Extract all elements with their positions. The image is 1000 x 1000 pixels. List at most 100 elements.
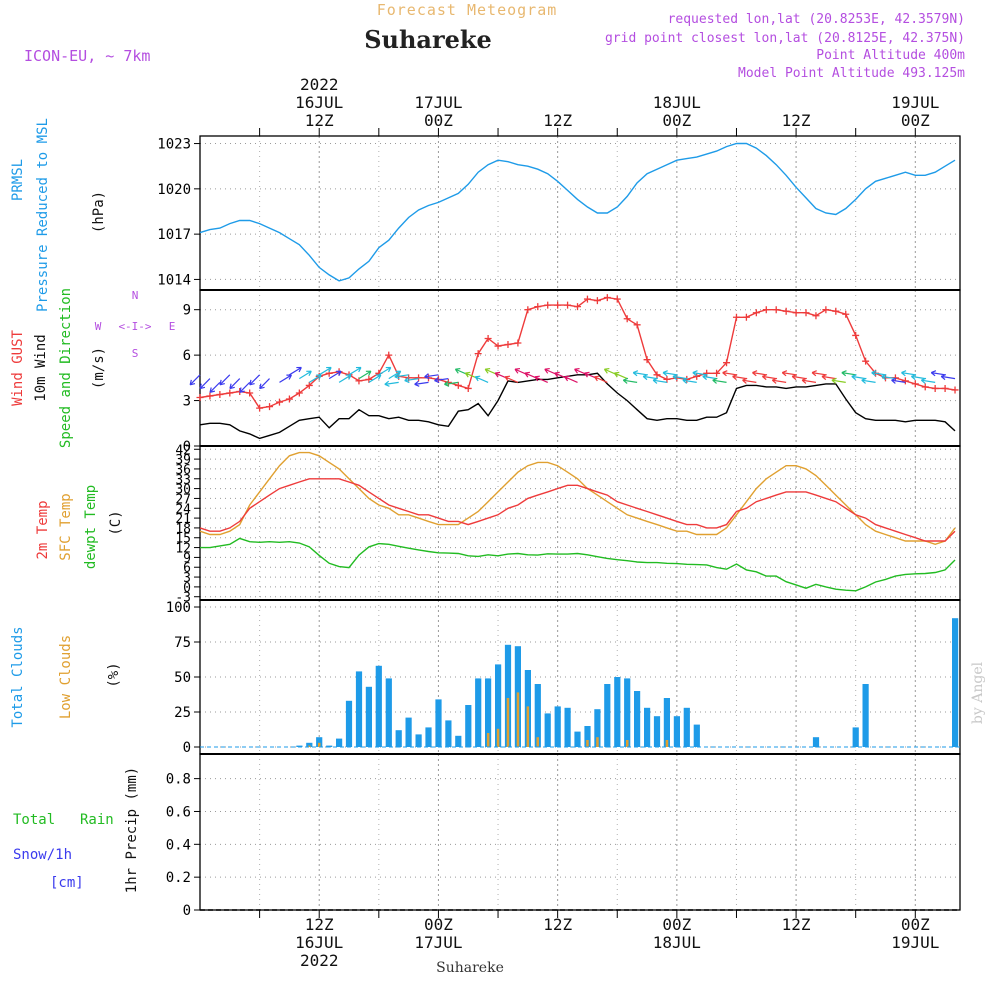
total-cloud-bar (952, 618, 959, 747)
gust-marker (752, 309, 760, 317)
wind-arrow-shaft (209, 381, 221, 393)
wind-arrow-head (881, 373, 887, 381)
gust-marker (226, 389, 234, 397)
wind-arrow-head (622, 377, 629, 384)
pressure-label-prmsl: PRMSL (10, 159, 26, 201)
gust-marker (544, 301, 552, 309)
bottom-time-label: 00Z (424, 915, 453, 934)
precip-label-snow: Snow/1h (13, 847, 72, 863)
total-cloud-bar (534, 684, 541, 747)
wind-arrow-head (504, 375, 511, 382)
ytick-label-precip: 0.6 (166, 804, 191, 820)
wind-arrow-shaft (259, 378, 270, 389)
wind-arrow-head (454, 367, 461, 374)
wind-arrow-shaft (831, 379, 846, 383)
wind-arrow-head (613, 371, 620, 378)
wind-arrow-shaft (299, 370, 312, 380)
ytick-label-precip: 0.8 (166, 772, 191, 788)
wind-arrow-shaft (633, 372, 648, 376)
gust-marker (713, 369, 721, 377)
gust-marker (534, 303, 542, 311)
wind-arrow (358, 370, 372, 380)
model-name: ICON-EU, ~ 7km (24, 47, 150, 65)
sfc-temp-line (199, 451, 956, 546)
wind-arrow-head (534, 375, 540, 382)
ytick-label-temp: 24 (175, 502, 191, 517)
total-cloud-bar (296, 745, 303, 747)
wind-arrow-head (682, 377, 688, 384)
wind-arrow (534, 375, 548, 383)
wind-arrow (189, 374, 201, 386)
low-cloud-bar (516, 692, 520, 747)
compass-s: S (132, 347, 139, 360)
wind-arrow-head (336, 370, 342, 376)
ytick-label-temp: 18 (175, 522, 191, 537)
low-cloud-bar (536, 737, 539, 747)
wind-arrow-shaft (328, 370, 342, 380)
total-cloud-bar (345, 700, 353, 747)
wind-arrow-shaft (404, 378, 419, 382)
gust-marker (723, 359, 731, 367)
gust-marker (295, 389, 303, 397)
wind-arrow-shaft (811, 372, 826, 376)
total-cloud-bar (445, 720, 452, 747)
wind-arrow-shaft (901, 372, 916, 376)
wind-arrow-head (424, 373, 430, 380)
ytick-label-temp: 39 (175, 453, 191, 468)
total-cloud-bar (544, 713, 551, 747)
top-time-label: 19JUL (891, 93, 939, 112)
low-cloud-bar (586, 740, 589, 747)
wind-arrow-shaft (851, 375, 866, 380)
wind-arrow-head (385, 366, 392, 373)
gust-marker (703, 369, 711, 377)
wind-arrow-shaft (308, 374, 322, 383)
wind-arrow-shaft (394, 374, 409, 378)
bottom-time-label: 12Z (543, 915, 572, 934)
wind-arrow-head (752, 370, 758, 377)
model-altitude: Model Point Altitude 493.125m (738, 66, 965, 81)
bottom-time-label: 17JUL (414, 933, 462, 952)
wind-arrow-shaft (772, 379, 787, 383)
wind-arrow (702, 373, 717, 381)
wind-arrow-head (821, 373, 827, 381)
total-cloud-bar (355, 671, 363, 747)
meteogram-title: Forecast Meteogram (377, 1, 558, 19)
gust-marker (216, 391, 224, 399)
compass-arrows: <-I-> (118, 320, 151, 333)
wind-arrow (209, 381, 221, 393)
gust-marker (285, 395, 293, 403)
wind-arrow-shaft (434, 378, 449, 382)
wind-arrow (474, 375, 489, 383)
wind-arrow (622, 377, 638, 384)
wind-arrow (811, 370, 826, 377)
wind-arrow-shaft (623, 379, 638, 383)
ytick-label-clouds: 100 (166, 600, 191, 616)
ytick-label-wind: 6 (183, 348, 191, 364)
frame-pressure (199, 135, 961, 291)
wind-arrow-head (209, 387, 216, 393)
bottom-time-label: 2022 (300, 951, 339, 970)
total-cloud-bar (663, 698, 670, 747)
dewpt-line (200, 537, 956, 592)
wind-label-10m: 10m Wind (33, 334, 49, 401)
wind-arrow (259, 378, 270, 390)
wind-arrow-shaft (219, 374, 231, 386)
wind-arrow-head (871, 370, 877, 377)
ytick-label-temp: 0 (183, 581, 191, 596)
ytick-label-clouds: 0 (183, 740, 191, 756)
low-cloud-bar (596, 737, 599, 747)
wind-arrow-head (384, 380, 390, 387)
compass-rose: N W <-I-> E S (95, 289, 176, 360)
wind-arrow-shaft (653, 379, 668, 383)
wind-arrow-head (672, 373, 678, 381)
wind-arrow-shaft (358, 370, 372, 380)
gust-marker (762, 306, 770, 314)
wind-arrow (394, 373, 409, 380)
ytick-label-pressure: 1014 (157, 272, 191, 288)
ytick-label-temp: 33 (175, 473, 191, 488)
wind-arrow (384, 380, 399, 387)
gust-marker (206, 392, 214, 400)
header: Forecast Meteogram Suhareke ICON-EU, ~ 7… (24, 1, 965, 81)
total-cloud-bar (336, 738, 343, 747)
